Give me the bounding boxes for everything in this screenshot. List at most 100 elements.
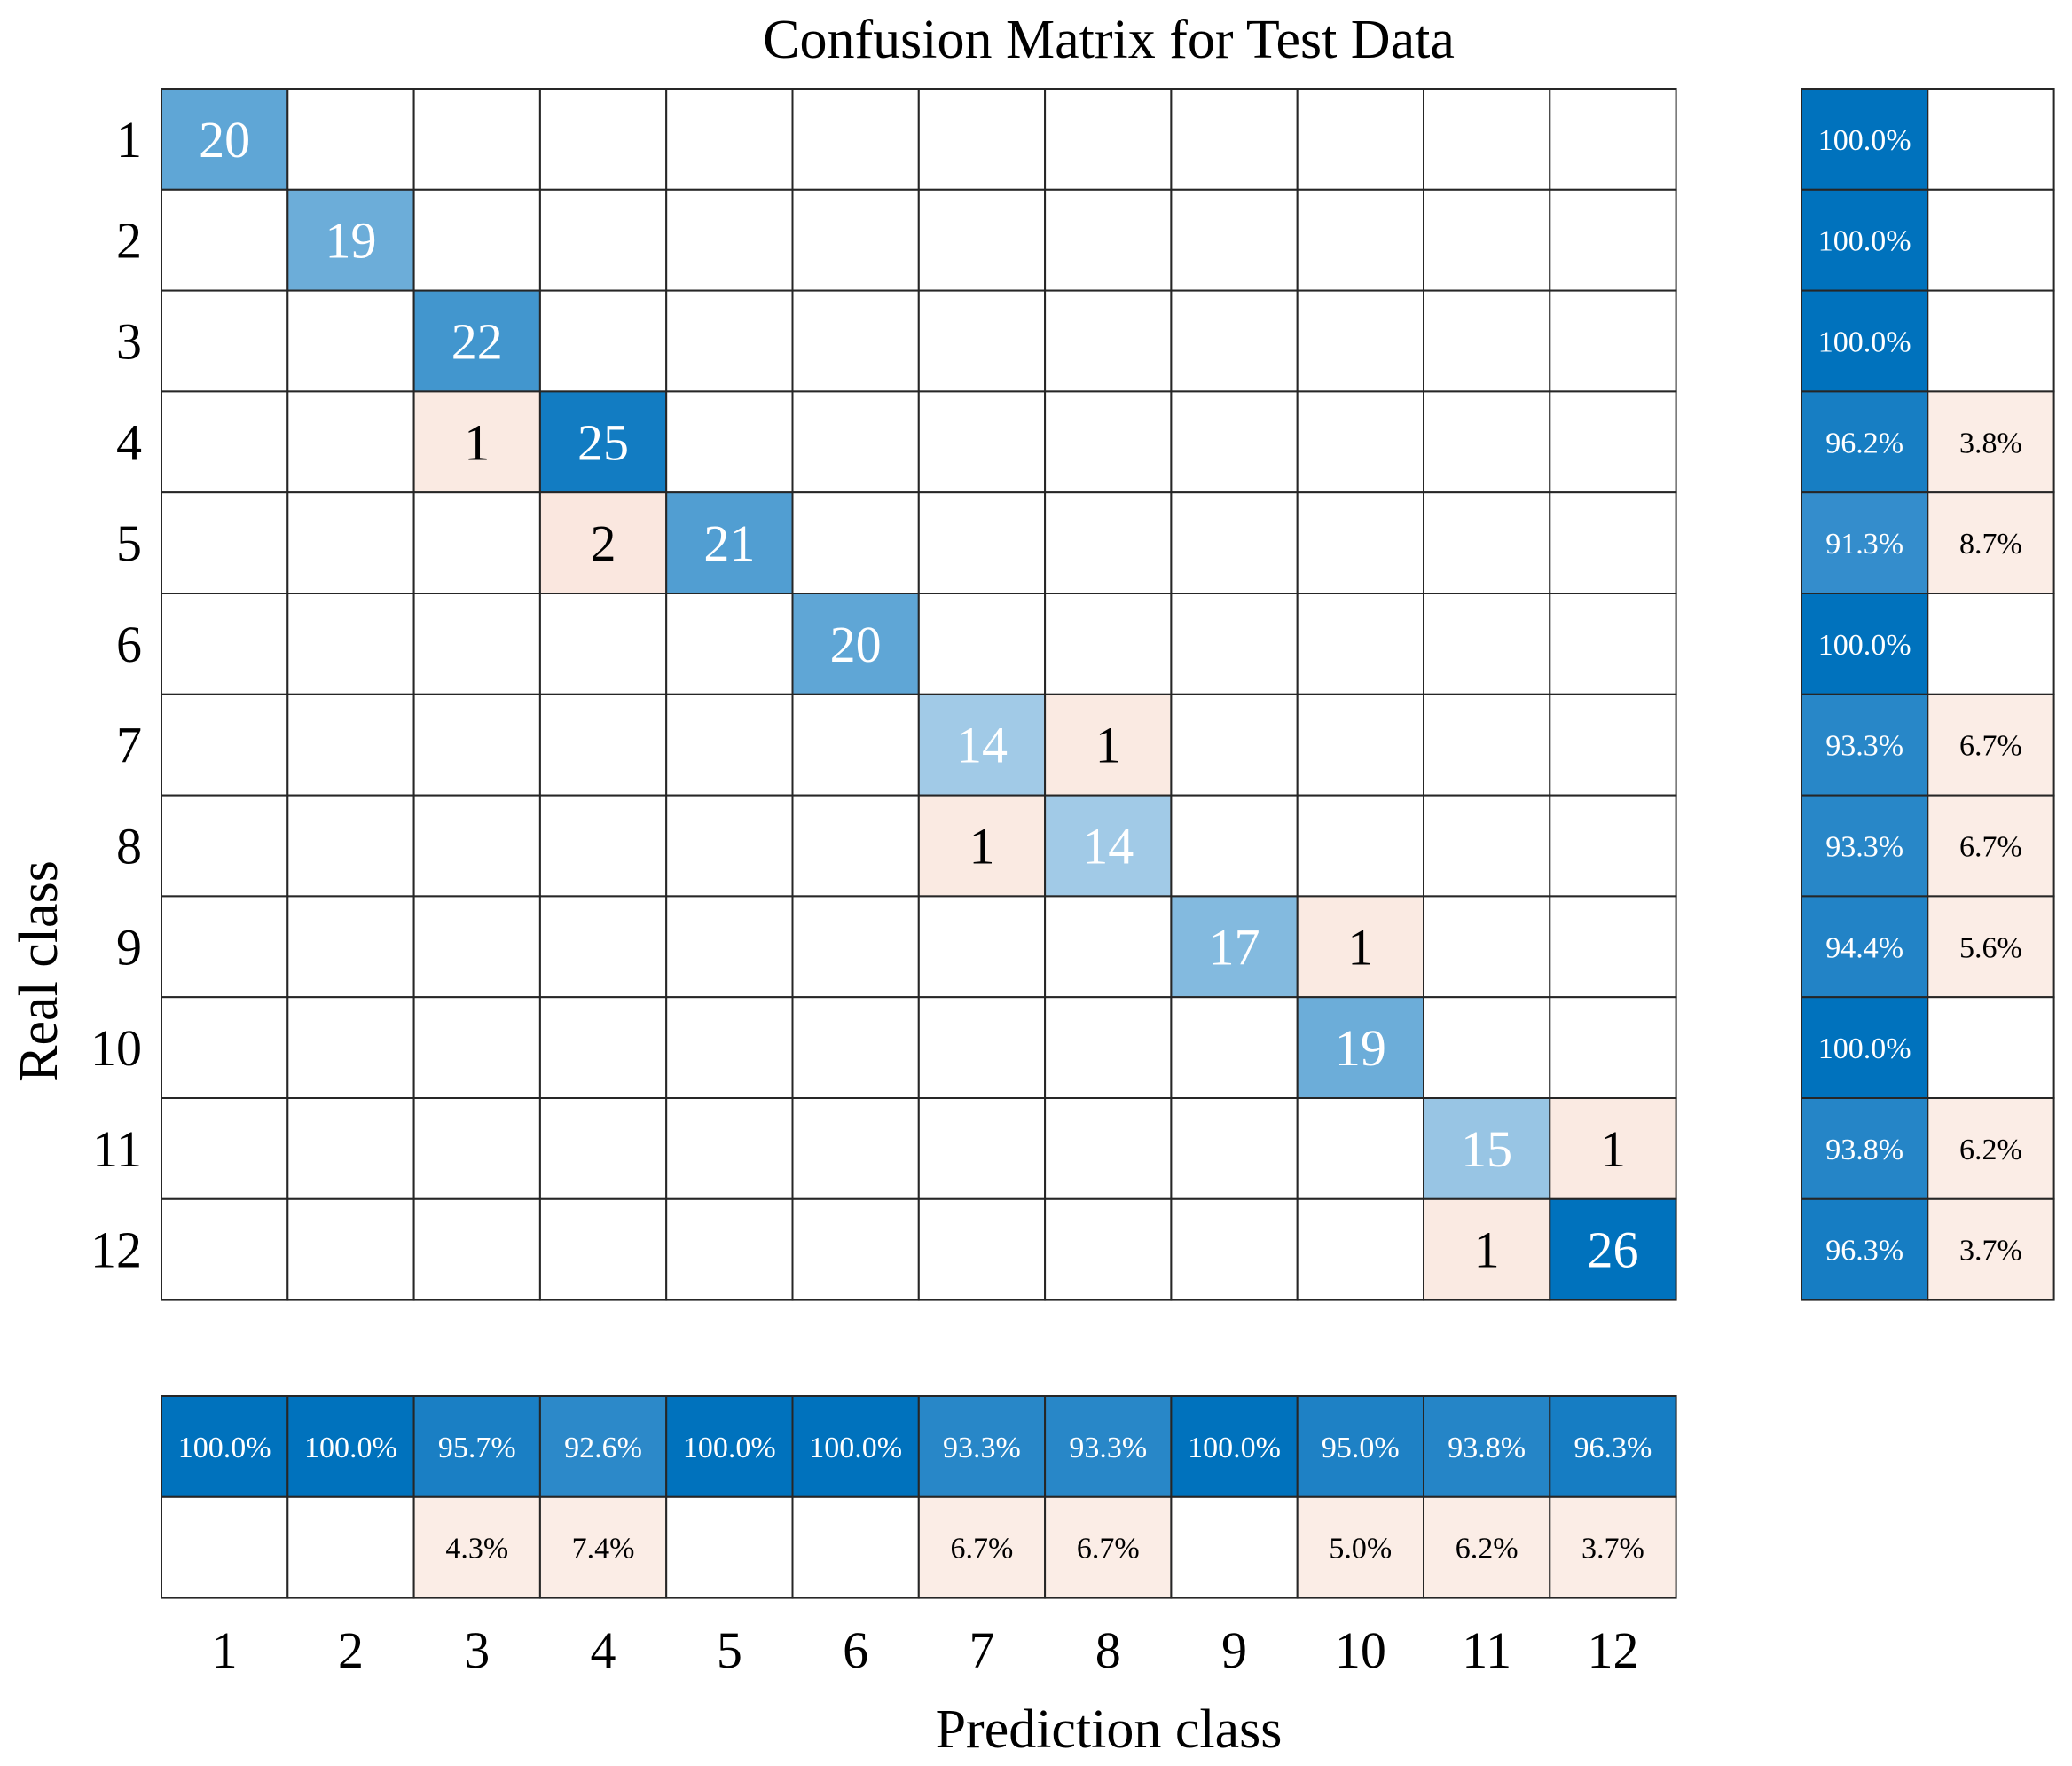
row-summary-incorrect-cell: [1927, 1097, 2055, 1200]
x-tick-label: 1: [212, 1621, 238, 1679]
row-summary-correct-label: 94.4%: [1825, 931, 1903, 964]
matrix-cell-value: 14: [1082, 818, 1134, 875]
row-summary-correct-label: 91.3%: [1825, 528, 1903, 561]
column-summary-correct-cell: [1044, 1395, 1173, 1498]
matrix-cell: [1170, 593, 1299, 695]
column-summary-correct-cell: [1423, 1395, 1551, 1498]
matrix-cell: [1296, 390, 1424, 494]
column-summary-correct-label: 96.3%: [1574, 1432, 1652, 1464]
column-summary-correct-cell: [1170, 1395, 1299, 1498]
column-summary-correct-label: 92.6%: [564, 1432, 642, 1464]
matrix-cell: [1423, 996, 1551, 1099]
row-summary-incorrect-label: 5.6%: [1959, 931, 2022, 964]
column-summary-correct-cell: [917, 1395, 1047, 1498]
matrix-cell: [161, 895, 289, 999]
matrix-cell: [286, 188, 415, 292]
matrix-cell-value: 1: [464, 413, 490, 471]
matrix-cell-value: 26: [1587, 1221, 1638, 1279]
matrix-cell: [412, 996, 541, 1099]
matrix-cell: [791, 88, 920, 191]
matrix-cell: [1296, 1197, 1424, 1301]
matrix-cell: [1170, 996, 1299, 1099]
matrix-cell: [286, 1197, 415, 1301]
matrix-cell: [1296, 188, 1424, 292]
column-summary-incorrect-cell: [1044, 1495, 1173, 1599]
matrix-cell: [1044, 188, 1173, 292]
matrix-cell: [1170, 794, 1299, 898]
row-summary-incorrect-label: 6.2%: [1959, 1134, 2022, 1166]
row-summary-correct-label: 100.0%: [1818, 629, 1911, 662]
matrix-cell: [665, 693, 794, 797]
y-tick-label: 2: [116, 212, 142, 270]
y-tick-label: 1: [116, 111, 142, 169]
row-summary-correct-cell: [1801, 1197, 1929, 1301]
matrix-cell: [1423, 794, 1551, 898]
matrix-cell: [412, 289, 541, 393]
row-summary-correct-cell: [1801, 693, 1929, 797]
column-summary-correct-cell: [161, 1395, 289, 1498]
matrix-cell: [286, 1097, 415, 1200]
matrix-cell: [791, 1197, 920, 1301]
x-tick-label: 10: [1335, 1621, 1386, 1679]
row-summary-correct-cell: [1801, 491, 1929, 595]
matrix-cell: [1423, 289, 1551, 393]
matrix-cell: [1549, 390, 1677, 494]
row-summary: 100.0% 100.0% 100.0% 96.2% 3.8% 91.3% 8.7% 100.…: [1801, 88, 2055, 1301]
column-summary-incorrect-cell: [917, 1495, 1047, 1599]
matrix-cell: [1296, 1097, 1424, 1200]
matrix-cell: [161, 996, 289, 1099]
matrix-cell: [1423, 1197, 1551, 1301]
row-summary-incorrect-cell: [1927, 1197, 2055, 1301]
column-summary-correct-label: 100.0%: [809, 1432, 902, 1464]
column-summary-incorrect-cell: [1296, 1495, 1424, 1599]
matrix-cell: [412, 1197, 541, 1301]
matrix-cell: [791, 1097, 920, 1200]
matrix-cell: [538, 88, 668, 191]
matrix-cell: [1296, 88, 1424, 191]
row-summary-correct-cell: [1801, 390, 1929, 494]
matrix-cell: [161, 1197, 289, 1301]
matrix-cell: [1549, 794, 1677, 898]
row-summary-correct-label: 100.0%: [1818, 124, 1911, 157]
matrix-cell-value: 22: [451, 313, 503, 371]
matrix-cell: [791, 895, 920, 999]
matrix-cell: [1044, 289, 1173, 393]
column-summary-correct-label: 95.0%: [1322, 1432, 1400, 1464]
matrix-cell: [538, 693, 668, 797]
row-summary-correct-cell: [1801, 188, 1929, 292]
matrix-cell: [1423, 1097, 1551, 1200]
matrix-cell: [286, 693, 415, 797]
y-tick-label: 7: [116, 717, 142, 774]
row-summary-correct-label: 100.0%: [1818, 225, 1911, 258]
matrix-cell: [161, 693, 289, 797]
matrix-cell-value: 1: [1474, 1221, 1500, 1279]
column-summary-correct-label: 100.0%: [304, 1432, 397, 1464]
matrix-cell: [1549, 1097, 1677, 1200]
column-summary-incorrect-label: 6.7%: [1077, 1533, 1140, 1566]
matrix-cell: [917, 390, 1047, 494]
x-tick-label: 8: [1095, 1621, 1121, 1679]
matrix-cell: [1423, 491, 1551, 595]
row-summary-correct-label: 100.0%: [1818, 1032, 1911, 1065]
matrix-cell: [665, 289, 794, 393]
column-summary-correct-cell: [665, 1395, 794, 1498]
matrix-cell: [1044, 88, 1173, 191]
matrix-cell-value: 17: [1209, 918, 1260, 976]
matrix-cell-value: 20: [830, 616, 882, 673]
y-tick-label: 10: [90, 1019, 142, 1077]
column-summary-correct-cell: [791, 1395, 920, 1498]
matrix-cell-value: 19: [1335, 1019, 1386, 1077]
x-tick-label: 6: [843, 1621, 868, 1679]
matrix-cell: [161, 593, 289, 695]
matrix-cell: [1044, 1197, 1173, 1301]
row-summary-incorrect-cell: [1927, 593, 2055, 695]
matrix-cell-value: 15: [1461, 1120, 1512, 1178]
row-summary-correct-cell: [1801, 593, 1929, 695]
column-summary-incorrect-cell: [412, 1495, 541, 1599]
matrix-cell: [1170, 1097, 1299, 1200]
matrix-cell: [791, 188, 920, 292]
y-tick-label: 4: [116, 413, 142, 471]
matrix-cell-value: 1: [1095, 717, 1121, 774]
x-tick-label: 12: [1587, 1621, 1638, 1679]
